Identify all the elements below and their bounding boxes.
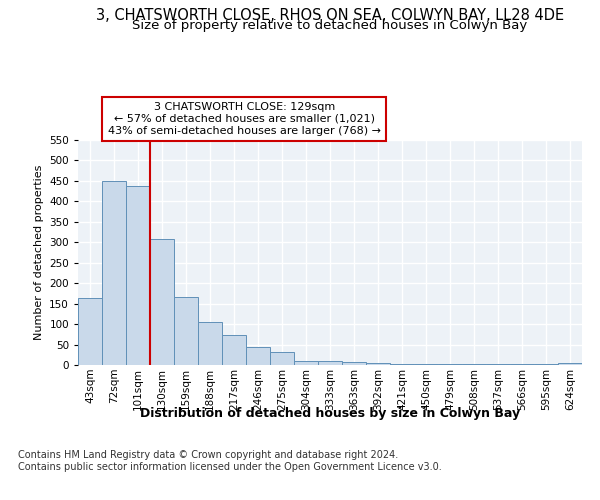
Bar [318, 361, 342, 365]
Bar [534, 364, 558, 365]
Bar [510, 364, 534, 365]
Bar [342, 362, 366, 365]
Text: 3, CHATSWORTH CLOSE, RHOS ON SEA, COLWYN BAY, LL28 4DE: 3, CHATSWORTH CLOSE, RHOS ON SEA, COLWYN… [96, 8, 564, 22]
Bar [414, 364, 438, 365]
Text: Distribution of detached houses by size in Colwyn Bay: Distribution of detached houses by size … [140, 408, 520, 420]
Bar [558, 363, 582, 365]
Bar [150, 240, 174, 365]
Text: 3 CHATSWORTH CLOSE: 129sqm
← 57% of detached houses are smaller (1,021)
43% of s: 3 CHATSWORTH CLOSE: 129sqm ← 57% of deta… [108, 102, 381, 136]
Bar [390, 364, 414, 365]
Bar [102, 181, 126, 365]
Bar [222, 334, 246, 365]
Bar [294, 361, 318, 365]
Bar [126, 186, 150, 365]
Bar [438, 364, 462, 365]
Y-axis label: Number of detached properties: Number of detached properties [34, 165, 44, 340]
Bar [246, 346, 270, 365]
Bar [270, 352, 294, 365]
Text: Size of property relative to detached houses in Colwyn Bay: Size of property relative to detached ho… [133, 19, 527, 32]
Bar [366, 363, 390, 365]
Bar [198, 322, 222, 365]
Bar [78, 298, 102, 365]
Bar [174, 296, 198, 365]
Bar [462, 364, 486, 365]
Text: Contains HM Land Registry data © Crown copyright and database right 2024.
Contai: Contains HM Land Registry data © Crown c… [18, 450, 442, 471]
Bar [486, 364, 510, 365]
